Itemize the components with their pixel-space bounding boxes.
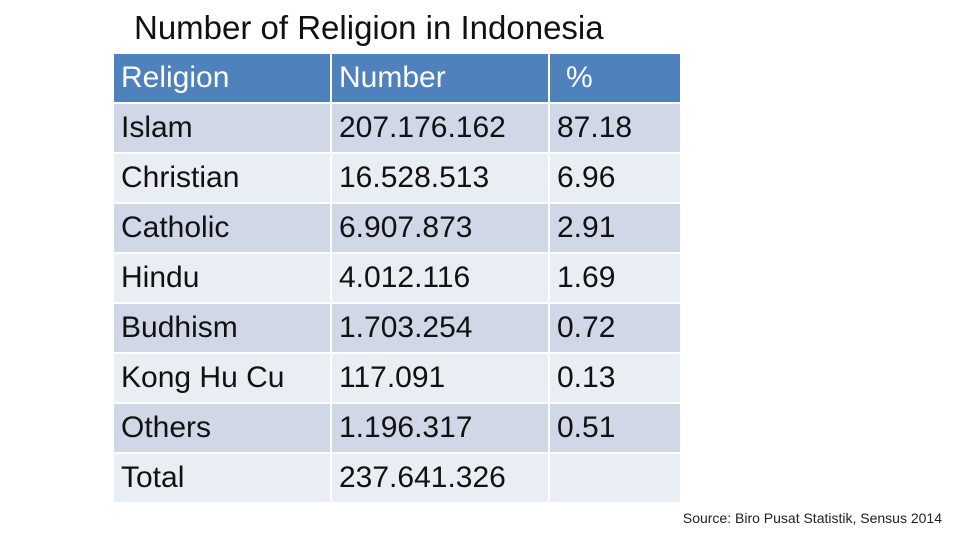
cell-religion: Others <box>112 402 332 454</box>
cell-religion: Islam <box>112 102 332 154</box>
cell-percent: 87.18 <box>548 102 682 154</box>
cell-percent: 0.51 <box>548 402 682 454</box>
cell-number: 237.641.326 <box>330 452 550 504</box>
table-header-row: Religion Number % <box>112 52 682 104</box>
cell-number: 6.907.873 <box>330 202 550 254</box>
cell-number: 4.012.116 <box>330 252 550 304</box>
source-note: Source: Biro Pusat Statistik, Sensus 201… <box>682 510 942 526</box>
religion-table: Religion Number % Islam 207.176.162 87.1… <box>112 52 682 504</box>
cell-religion: Hindu <box>112 252 332 304</box>
table-row: Islam 207.176.162 87.18 <box>112 102 682 154</box>
cell-number: 207.176.162 <box>330 102 550 154</box>
header-religion: Religion <box>112 52 332 104</box>
cell-number: 16.528.513 <box>330 152 550 204</box>
header-number: Number <box>330 52 550 104</box>
table-row: Budhism 1.703.254 0.72 <box>112 302 682 354</box>
cell-percent: 2.91 <box>548 202 682 254</box>
cell-religion: Christian <box>112 152 332 204</box>
header-percent: % <box>548 52 682 104</box>
cell-percent: 1.69 <box>548 252 682 304</box>
cell-percent: 6.96 <box>548 152 682 204</box>
cell-religion: Catholic <box>112 202 332 254</box>
slide-title: Number of Religion in Indonesia <box>134 9 604 46</box>
table-row: Catholic 6.907.873 2.91 <box>112 202 682 254</box>
table-row-total: Total 237.641.326 <box>112 452 682 504</box>
cell-number: 1.703.254 <box>330 302 550 354</box>
cell-percent: 0.72 <box>548 302 682 354</box>
table-row: Kong Hu Cu 117.091 0.13 <box>112 352 682 404</box>
cell-number: 117.091 <box>330 352 550 404</box>
table-row: Christian 16.528.513 6.96 <box>112 152 682 204</box>
table-row: Hindu 4.012.116 1.69 <box>112 252 682 304</box>
cell-religion: Total <box>112 452 332 504</box>
cell-percent <box>548 452 682 504</box>
cell-number: 1.196.317 <box>330 402 550 454</box>
cell-percent: 0.13 <box>548 352 682 404</box>
cell-religion: Budhism <box>112 302 332 354</box>
table-row: Others 1.196.317 0.51 <box>112 402 682 454</box>
cell-religion: Kong Hu Cu <box>112 352 332 404</box>
